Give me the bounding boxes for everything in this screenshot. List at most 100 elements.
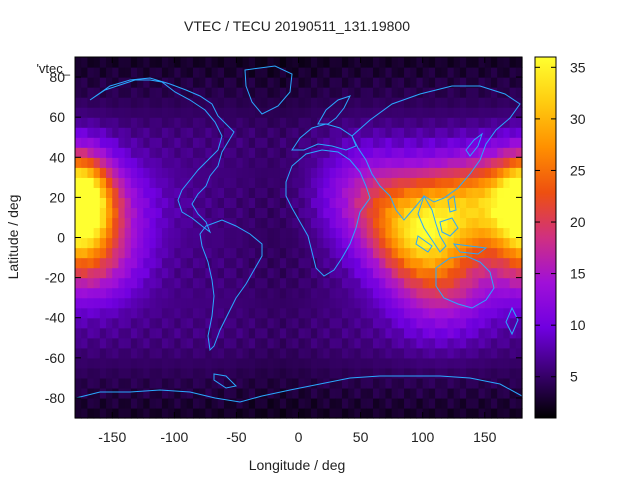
heatmap-cell <box>354 367 362 379</box>
heatmap-cell <box>397 147 405 158</box>
heatmap-cell <box>441 307 449 319</box>
heatmap-cell <box>180 97 188 108</box>
heatmap-cell <box>304 147 312 158</box>
heatmap-cell <box>354 107 362 118</box>
heatmap-cell <box>466 167 473 178</box>
heatmap-cell <box>335 357 343 369</box>
heatmap-cell <box>279 297 287 309</box>
heatmap-cell <box>112 287 120 299</box>
heatmap-cell <box>304 407 312 419</box>
heatmap-cell <box>459 77 467 88</box>
x-tick-label: 0 <box>295 429 303 445</box>
heatmap-cell <box>435 297 442 309</box>
heatmap-cell <box>379 367 387 379</box>
heatmap-cell <box>323 307 331 319</box>
heatmap-cell <box>298 97 306 108</box>
heatmap-cell <box>404 87 411 98</box>
heatmap-cell <box>137 77 144 88</box>
heatmap-cell <box>106 377 113 389</box>
heatmap-cell <box>161 147 169 158</box>
heatmap-cell <box>255 67 262 78</box>
heatmap-cell <box>93 407 101 419</box>
heatmap-cell <box>180 117 188 128</box>
heatmap-cell <box>149 177 157 188</box>
heatmap-cell <box>143 187 151 198</box>
heatmap-cell <box>180 67 188 78</box>
heatmap-cell <box>143 377 151 389</box>
heatmap-cell <box>286 237 293 249</box>
heatmap-cell <box>261 237 269 249</box>
heatmap-cell <box>441 207 449 219</box>
heatmap-cell <box>155 247 163 259</box>
heatmap-cell <box>106 347 113 359</box>
heatmap-cell <box>354 227 362 239</box>
heatmap-cell <box>323 57 331 68</box>
heatmap-cell <box>484 97 492 108</box>
heatmap-cell <box>509 207 517 219</box>
heatmap-cell <box>515 347 523 359</box>
heatmap-cell <box>143 167 151 178</box>
heatmap-cell <box>143 397 151 409</box>
heatmap-cell <box>75 387 82 399</box>
heatmap-cell <box>379 207 387 219</box>
heatmap-cell <box>428 297 436 309</box>
heatmap-cell <box>93 367 101 379</box>
heatmap-cell <box>192 197 200 209</box>
heatmap-cell <box>397 257 405 269</box>
heatmap-cell <box>112 217 120 229</box>
heatmap-cell <box>211 277 219 289</box>
heatmap-cell <box>441 267 449 279</box>
heatmap-cell <box>497 207 504 219</box>
heatmap-cell <box>248 57 256 68</box>
heatmap-cell <box>410 267 418 279</box>
heatmap-cell <box>329 57 337 68</box>
heatmap-cell <box>298 277 306 289</box>
heatmap-cell <box>273 117 281 128</box>
heatmap-cell <box>211 257 219 269</box>
heatmap-cell <box>348 387 355 399</box>
heatmap-cell <box>453 187 461 198</box>
heatmap-cell <box>373 97 380 108</box>
heatmap-cell <box>186 397 194 409</box>
heatmap-cell <box>186 387 194 399</box>
heatmap-cell <box>137 197 144 209</box>
heatmap-cell <box>286 357 293 369</box>
heatmap-cell <box>310 397 318 409</box>
heatmap-cell <box>279 227 287 239</box>
heatmap-cell <box>416 387 424 399</box>
heatmap-cell <box>236 147 244 158</box>
heatmap-cell <box>472 347 480 359</box>
heatmap-cell <box>93 207 101 219</box>
heatmap-cell <box>205 367 213 379</box>
heatmap-cell <box>410 137 418 148</box>
heatmap-cell <box>236 207 244 219</box>
heatmap-cell <box>404 307 411 319</box>
heatmap-cell <box>304 207 312 219</box>
heatmap-cell <box>236 127 244 138</box>
heatmap-cell <box>81 367 89 379</box>
heatmap-cell <box>180 57 188 68</box>
heatmap-cell <box>255 317 262 329</box>
heatmap-cell <box>360 77 368 88</box>
heatmap-cell <box>298 367 306 379</box>
heatmap-cell <box>323 167 331 178</box>
heatmap-cell <box>410 57 418 68</box>
heatmap-cell <box>205 247 213 259</box>
heatmap-cell <box>149 357 157 369</box>
heatmap-cell <box>118 87 126 98</box>
heatmap-cell <box>447 377 455 389</box>
heatmap-cell <box>217 97 225 108</box>
heatmap-cell <box>230 197 238 209</box>
heatmap-cell <box>373 207 380 219</box>
heatmap-cell <box>106 367 113 379</box>
heatmap-cell <box>348 147 355 158</box>
heatmap-cell <box>205 177 213 188</box>
heatmap-cell <box>441 217 449 229</box>
heatmap-cell <box>211 77 219 88</box>
heatmap-cell <box>168 287 175 299</box>
heatmap-cell <box>317 377 324 389</box>
heatmap-cell <box>149 297 157 309</box>
heatmap-cell <box>410 217 418 229</box>
heatmap-cell <box>205 267 213 279</box>
heatmap-cell <box>267 287 275 299</box>
